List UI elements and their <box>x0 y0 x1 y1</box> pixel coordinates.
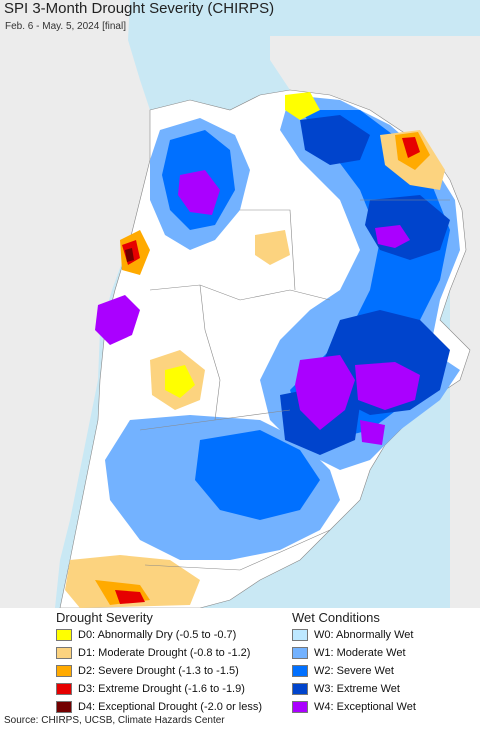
drought-map <box>0 0 480 608</box>
legend-item-w2: W2: Severe Wet <box>292 662 394 679</box>
outside-land-west <box>0 0 160 608</box>
wet-w4-northeast <box>375 225 410 248</box>
province-borders <box>139 199 450 571</box>
map-subtitle: Feb. 6 - May. 5, 2024 [final] <box>5 21 126 32</box>
legend-item-w3: W3: Extreme Wet <box>292 680 400 697</box>
legend-item-d0: D0: Abnormally Dry (-0.5 to -0.7) <box>56 626 236 643</box>
wet-w3-north <box>300 115 370 165</box>
legend-label-d2: D2: Severe Drought (-1.3 to -1.5) <box>78 664 239 677</box>
outside-land-northeast <box>270 36 480 608</box>
legend-label-d4: D4: Exceptional Drought (-2.0 or less) <box>78 700 263 713</box>
legend-item-d3: D3: Extreme Drought (-1.6 to -1.9) <box>56 680 245 697</box>
legend-label-w4: W4: Exceptional Wet <box>314 700 416 713</box>
legend-item-w1: W1: Moderate Wet <box>292 644 406 661</box>
legend-item-d2: D2: Severe Drought (-1.3 to -1.5) <box>56 662 239 679</box>
wet-w4-west <box>95 295 140 345</box>
legend-label-d3: D3: Extreme Drought (-1.6 to -1.9) <box>78 682 245 695</box>
legend: Drought Severity Wet Conditions D0: Abno… <box>0 608 480 713</box>
swatch-d2 <box>56 664 72 677</box>
swatch-w4 <box>292 700 308 713</box>
legend-label-d0: D0: Abnormally Dry (-0.5 to -0.7) <box>78 628 237 641</box>
wet-legend-title: Wet Conditions <box>292 610 380 625</box>
legend-label-d1: D1: Moderate Drought (-0.8 to -1.2) <box>78 646 251 659</box>
legend-label-w1: W1: Moderate Wet <box>314 646 406 659</box>
header: SPI 3-Month Drought Severity (CHIRPS) Fe… <box>0 0 480 36</box>
wet-w4-east <box>355 362 420 410</box>
legend-label-w0: W0: Abnormally Wet <box>314 628 414 641</box>
wet-w3-east <box>320 310 450 415</box>
drought-d0-north <box>285 92 320 120</box>
wet-w2-south <box>195 430 320 520</box>
wet-w4-south <box>360 420 385 445</box>
legend-item-d1: D1: Moderate Drought (-0.8 to -1.2) <box>56 644 250 661</box>
drought-d0-center <box>165 365 195 398</box>
swatch-w1 <box>292 646 308 659</box>
swatch-w2 <box>292 664 308 677</box>
drought-d1-south <box>65 555 200 608</box>
legend-item-w4: W4: Exceptional Wet <box>292 698 416 715</box>
swatch-d4 <box>56 700 72 713</box>
drought-d4-west <box>125 248 134 262</box>
drought-d1-mid <box>255 230 290 265</box>
legend-label-w3: W3: Extreme Wet <box>314 682 400 695</box>
swatch-w3 <box>292 682 308 695</box>
map-title: SPI 3-Month Drought Severity (CHIRPS) <box>4 0 275 17</box>
drought-d3-south <box>115 590 145 604</box>
swatch-d1 <box>56 646 72 659</box>
swatch-d3 <box>56 682 72 695</box>
wet-w4-mid <box>295 355 355 430</box>
drought-legend-title: Drought Severity <box>56 610 153 625</box>
swatch-w0 <box>292 628 308 641</box>
wet-w4-north <box>178 170 220 215</box>
source-credit: Source: CHIRPS, UCSB, Climate Hazards Ce… <box>4 715 225 726</box>
legend-item-w0: W0: Abnormally Wet <box>292 626 413 643</box>
swatch-d0 <box>56 628 72 641</box>
legend-label-w2: W2: Severe Wet <box>314 664 394 677</box>
legend-item-d4: D4: Exceptional Drought (-2.0 or less) <box>56 698 262 715</box>
drought-d3-northeast <box>402 137 420 158</box>
